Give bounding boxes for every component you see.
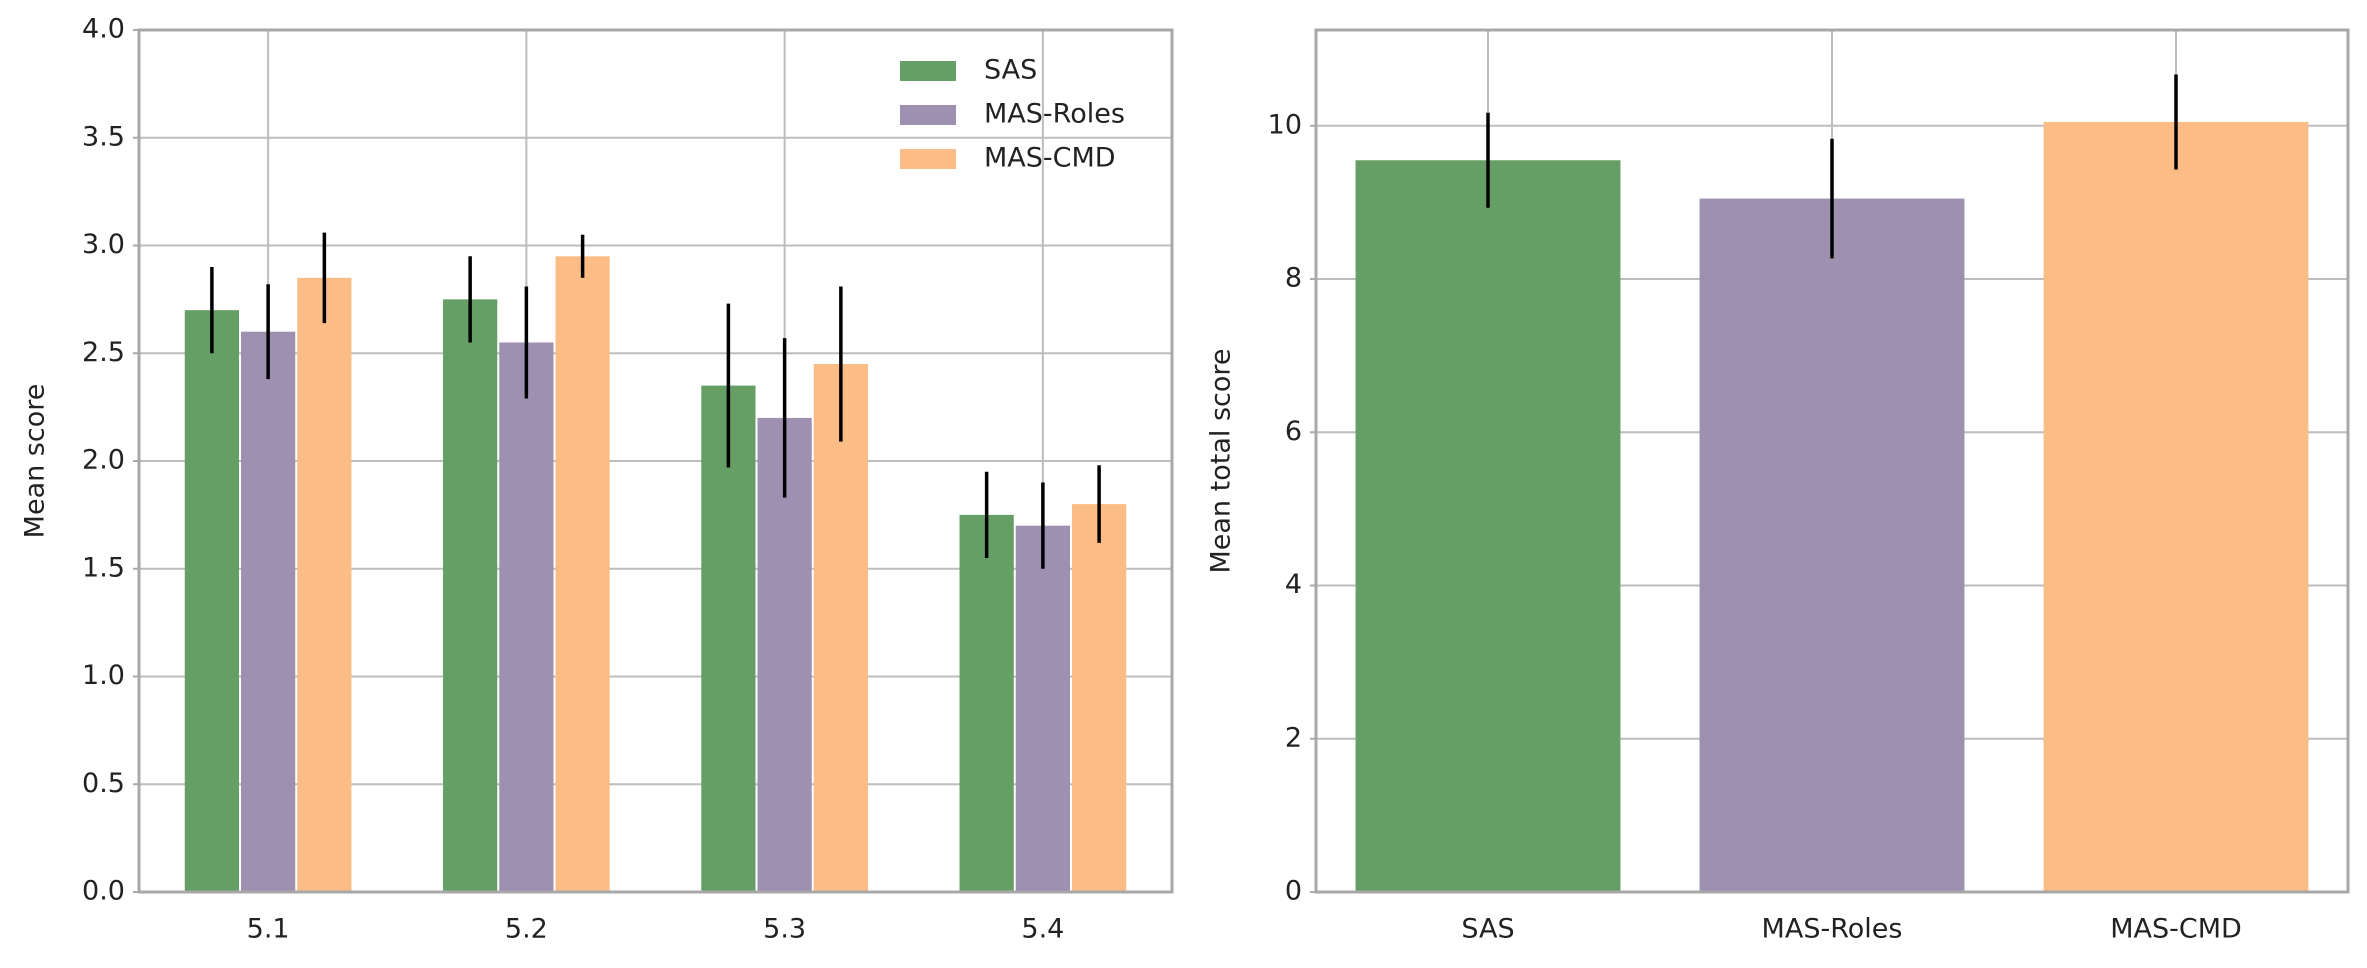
bar <box>701 385 756 892</box>
x-tick-label: 5.1 <box>247 914 290 945</box>
x-tick-label: MAS-CMD <box>2110 914 2242 945</box>
y-tick-label: 10 <box>1268 109 1302 140</box>
x-tick-label: 5.2 <box>505 914 548 945</box>
plot-frame <box>137 28 1174 894</box>
bar <box>1071 504 1127 892</box>
bar <box>1355 160 1621 892</box>
legend-label: MAS-CMD <box>984 143 1116 174</box>
bar <box>499 342 554 893</box>
legend-swatch <box>900 149 956 169</box>
y-tick-label: 0 <box>1285 876 1302 907</box>
bar <box>1015 525 1070 892</box>
bar <box>555 256 610 892</box>
y-axis-label: Mean total score <box>1206 348 1237 573</box>
y-tick-label: 0.5 <box>82 768 125 799</box>
y-tick-label: 2 <box>1285 722 1302 753</box>
y-tick-label: 1.0 <box>82 660 125 691</box>
bar <box>184 310 240 892</box>
x-tick-label: 5.4 <box>1021 914 1064 945</box>
y-tick-label: 0.0 <box>82 876 125 907</box>
bar <box>813 364 868 892</box>
bar <box>443 299 498 892</box>
legend-swatch <box>900 61 956 81</box>
y-tick-label: 6 <box>1285 416 1302 447</box>
y-tick-label: 1.5 <box>82 552 125 583</box>
bar <box>2043 121 2309 893</box>
y-tick-label: 8 <box>1285 263 1302 294</box>
legend-label: MAS-Roles <box>984 99 1125 130</box>
y-tick-label: 2.0 <box>82 445 125 476</box>
x-tick-label: SAS <box>1461 914 1514 945</box>
x-tick-label: MAS-Roles <box>1762 914 1903 945</box>
bar <box>959 514 1014 892</box>
bar <box>241 331 296 892</box>
bar <box>1699 198 1965 892</box>
y-tick-label: 4.0 <box>82 14 125 45</box>
x-tick-label: 5.3 <box>763 914 806 945</box>
legend-label: SAS <box>984 55 1037 86</box>
legend-swatch <box>900 105 956 125</box>
y-tick-label: 3.0 <box>82 229 125 260</box>
bar <box>297 277 352 892</box>
y-tick-label: 2.5 <box>82 337 125 368</box>
y-axis-label: Mean score <box>20 384 51 539</box>
y-tick-label: 4 <box>1285 569 1302 600</box>
y-tick-label: 3.5 <box>82 121 125 152</box>
plot-frame <box>1314 28 2350 894</box>
